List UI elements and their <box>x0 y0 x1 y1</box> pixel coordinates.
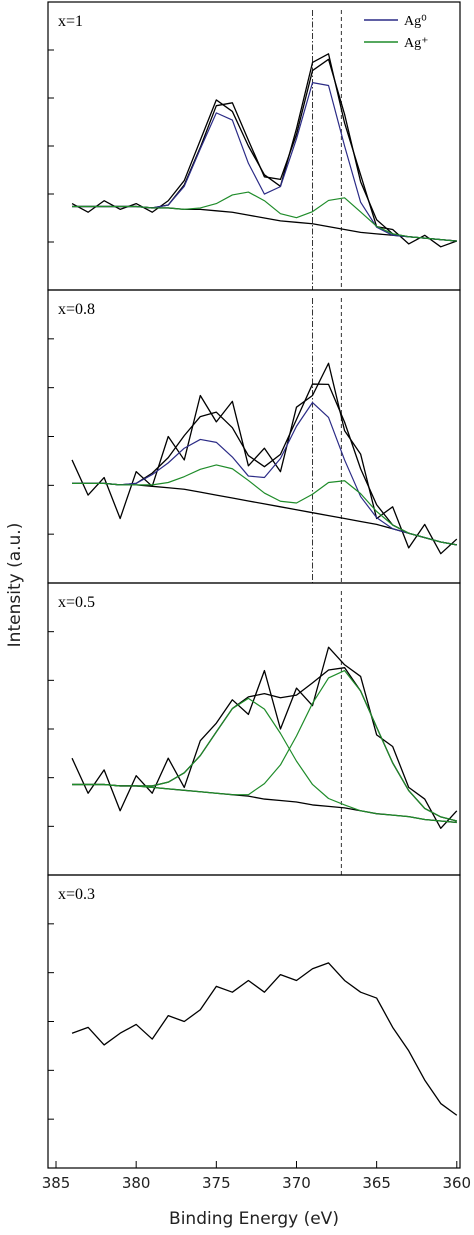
series-line <box>72 670 457 822</box>
series-line <box>71 646 458 829</box>
panel-label: x=0.5 <box>58 594 95 611</box>
panel-label: x=0.3 <box>58 886 95 903</box>
x-tick-label: 360 <box>442 1174 471 1192</box>
panel-frame <box>47 582 461 876</box>
series-line <box>71 962 458 1116</box>
legend-label: Ag⁺ <box>404 36 429 51</box>
legend-label: Ag⁰ <box>404 14 427 29</box>
panel-frame <box>47 874 461 1169</box>
x-tick-label: 385 <box>42 1174 71 1192</box>
series-line <box>71 362 458 555</box>
x-tick-label: 365 <box>362 1174 391 1192</box>
series-line <box>72 58 457 242</box>
series-line <box>72 383 457 546</box>
series-line <box>72 464 457 546</box>
panel-label: x=1 <box>58 13 83 30</box>
panel-label: x=0.8 <box>58 301 95 318</box>
series-line <box>72 401 457 546</box>
panel-frame <box>47 289 461 584</box>
series-line <box>72 191 457 242</box>
series-line <box>71 53 458 248</box>
series-line <box>72 697 457 824</box>
x-axis-label: Binding Energy (eV) <box>169 1209 339 1229</box>
x-tick-label: 375 <box>202 1174 231 1192</box>
x-tick-label: 380 <box>122 1174 151 1192</box>
series-line <box>72 82 457 242</box>
y-axis-label: Intensity (a.u.) <box>5 523 25 648</box>
x-tick-label: 370 <box>282 1174 311 1192</box>
panel-frame <box>47 1 461 291</box>
series-line <box>72 667 457 822</box>
